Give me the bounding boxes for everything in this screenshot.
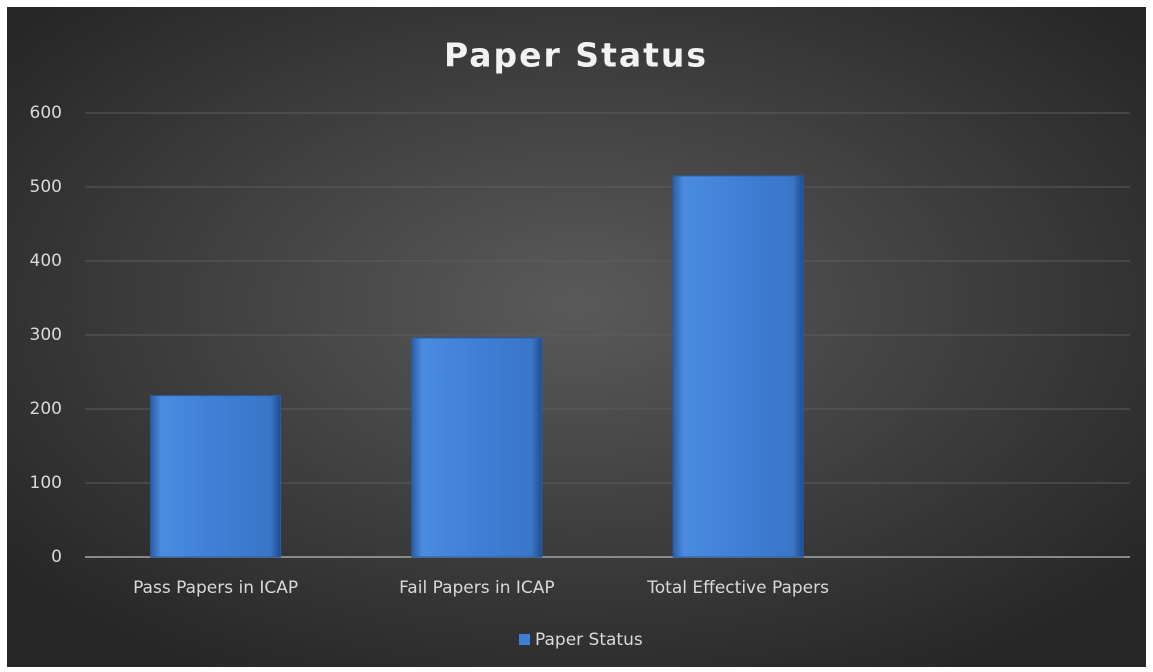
chart-background (7, 7, 1146, 667)
y-tick-label: 100 (30, 473, 62, 493)
legend-swatch (519, 634, 530, 645)
bar (150, 395, 282, 558)
chart-title: Paper Status (444, 36, 708, 75)
y-tick-label: 0 (51, 547, 62, 567)
bar (672, 175, 804, 558)
y-tick-label: 600 (30, 103, 62, 123)
y-tick-label: 400 (30, 251, 62, 271)
x-tick-label: Pass Papers in ICAP (133, 578, 298, 598)
x-tick-label: Fail Papers in ICAP (399, 578, 555, 598)
y-tick-label: 300 (30, 325, 62, 345)
legend-label: Paper Status (535, 630, 643, 650)
bar (411, 337, 543, 558)
y-tick-label: 500 (30, 177, 62, 197)
y-tick-label: 200 (30, 399, 62, 419)
x-tick-label: Total Effective Papers (646, 578, 829, 598)
